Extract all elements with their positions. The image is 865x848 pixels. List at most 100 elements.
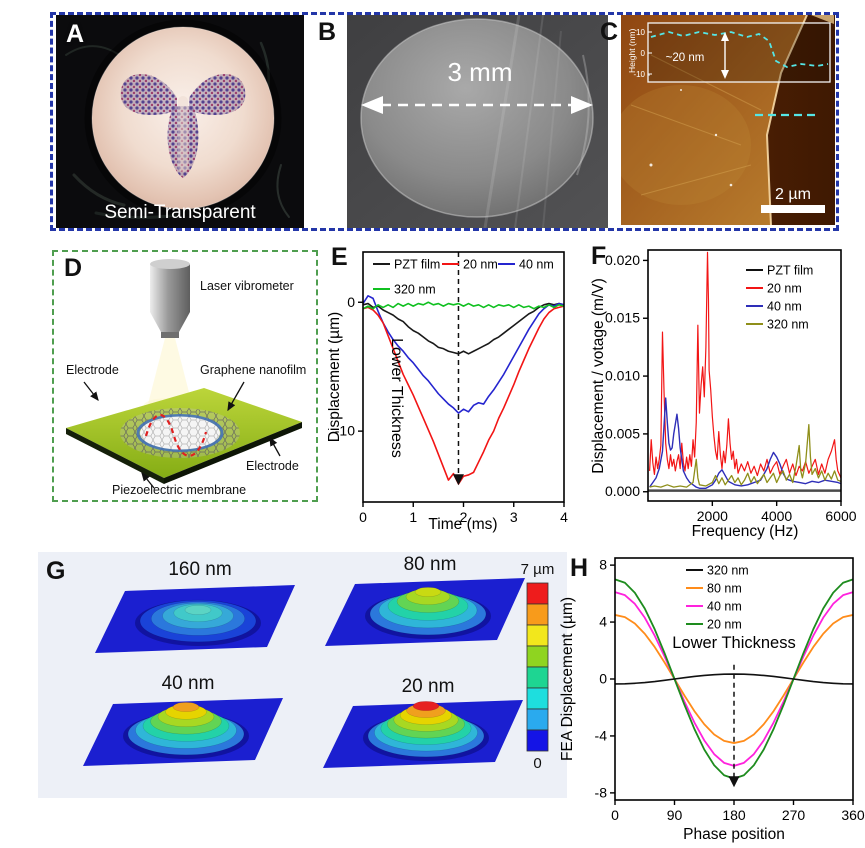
panel-d-schematic: Laser vibrometer Electrode Graphene nano…	[66, 259, 306, 497]
panel-h-chart: 0 90 180 270 360 8 4 0 -4 -8 Phase position FEA Dis…	[559, 557, 865, 843]
svg-text:0: 0	[641, 49, 646, 58]
colorbar-segment	[526, 624, 549, 647]
flake-edge	[765, 15, 808, 225]
series-20-nm	[362, 305, 565, 485]
y-tick-label: -8	[595, 784, 608, 800]
legend-label: 20 nm	[767, 282, 802, 296]
diameter-label: 3 mm	[448, 57, 513, 87]
colorbar-segment	[526, 645, 549, 668]
surface-title: 20 nm	[402, 676, 455, 697]
x-tick-label: 2000	[697, 508, 728, 524]
panel-a-photo: Semi-Transparent	[56, 15, 304, 228]
fea-surface-40-nm	[83, 698, 283, 766]
fea-surface-20-nm	[323, 700, 523, 768]
laser-vibrometer-label: Laser vibrometer	[200, 279, 294, 293]
sem-membrane-circle	[360, 18, 594, 218]
electrode-left-label: Electrode	[66, 363, 119, 377]
x-tick-label: 90	[667, 807, 683, 823]
graphene-nanofilm-mesh	[120, 408, 240, 458]
legend-label: 40 nm	[767, 300, 802, 314]
series-40-nm	[362, 295, 565, 414]
inset-tickmarks	[648, 31, 652, 75]
x-tick-label: 270	[782, 807, 806, 823]
y-tick-label: 0.000	[605, 483, 640, 499]
legend-label: 40 nm	[519, 258, 554, 272]
colorbar-segment	[526, 729, 549, 752]
legend-label: 320 nm	[767, 318, 809, 332]
semi-transparent-caption: Semi-Transparent	[104, 202, 256, 223]
annotation: Lower Thickness	[672, 634, 796, 652]
arrow-head	[452, 474, 464, 486]
inset-yticks: 10 0 -10	[633, 28, 645, 79]
panel-d-box: Laser vibrometer Electrode Graphene nano…	[52, 250, 318, 502]
x-tick-label: 3	[510, 509, 518, 525]
surface-title: 40 nm	[162, 673, 215, 694]
series-320-nm	[649, 424, 842, 488]
vibration-wave	[144, 414, 208, 457]
corner-flake	[811, 15, 834, 24]
y-tick-label: 0.020	[605, 252, 640, 268]
y-axis-label: FEA Displacement (µm)	[559, 597, 576, 761]
legend-label: 20 nm	[463, 258, 498, 272]
y-tick-label: 0	[347, 294, 355, 310]
x-axis-label: Time (ms)	[428, 516, 497, 533]
legend-label: PZT film	[394, 258, 440, 272]
series-80-nm	[614, 614, 854, 744]
colorbar-segment	[526, 687, 549, 710]
panel-h-label: H	[570, 554, 589, 582]
x-tick-label: 1	[409, 509, 417, 525]
series-pzt-film	[362, 302, 565, 355]
scale-bar-label: 2 µm	[775, 186, 811, 203]
y-tick-label: 0	[599, 671, 607, 687]
colorbar-max-label: 7 µm	[521, 561, 555, 578]
series-320-nm	[362, 301, 565, 310]
y-tick-label: 0.015	[605, 310, 640, 326]
graphene-flake	[621, 15, 807, 225]
y-tick-label: 8	[599, 557, 607, 573]
fea-surface-160-nm	[95, 585, 295, 653]
y-tick-label: 0.005	[605, 425, 640, 441]
x-tick-label: 2	[460, 509, 468, 525]
piezoelectric-membrane-label: Piezoelectric membrane	[112, 483, 246, 496]
step-height-label: ~20 nm	[666, 52, 705, 64]
panel-e-chart: 0 1 2 3 4 0 -10 Time (ms) Displacement (µm) PZT f…	[328, 251, 568, 533]
legend-label: 320 nm	[707, 564, 749, 578]
colorbar-segment	[526, 582, 549, 605]
panel-c-afm: Height (nm) 10 0 -10 ~20 nm 2 µm	[621, 15, 835, 225]
x-tick-label: 0	[611, 807, 619, 823]
membrane-shadow-ring	[84, 19, 282, 217]
y-axis-label: Displacement / votage (m/V)	[590, 278, 607, 474]
legend-label: 40 nm	[707, 600, 742, 614]
panel-d-label: D	[64, 254, 83, 282]
graphene-nanofilm-label: Graphene nanofilm	[200, 363, 306, 377]
annotation-arrows	[83, 381, 281, 489]
surface-title: 160 nm	[168, 559, 231, 580]
panel-f-chart: 2000 4000 6000 0.000 0.005 0.010 0.015 0.020 Fre…	[590, 249, 857, 540]
sem-streaks	[483, 15, 590, 228]
step-height-arrow	[721, 32, 729, 79]
x-tick-label: 6000	[825, 508, 856, 524]
y-tick-label: -4	[595, 727, 608, 743]
legend-label: 320 nm	[394, 283, 436, 297]
arrow-head	[728, 776, 740, 788]
panel-g-surfaces: 160 nm 80 nm 40 nm 20 nm 7 µm 0	[83, 554, 555, 772]
annotation: Lower Thickness	[388, 338, 405, 458]
scale-bar	[761, 205, 825, 213]
panel-g-label: G	[46, 557, 66, 585]
fea-surface-80-nm	[325, 578, 525, 646]
colorbar-min-label: 0	[533, 755, 541, 772]
panel-a-label: A	[66, 20, 85, 48]
svg-text:10: 10	[636, 28, 645, 37]
butterfly-pattern	[120, 73, 246, 178]
legend-label: 20 nm	[707, 618, 742, 632]
x-axis-label: Phase position	[683, 826, 785, 843]
surface-title: 80 nm	[404, 554, 457, 575]
legend-label: 80 nm	[707, 582, 742, 596]
svg-text:-10: -10	[633, 70, 645, 79]
x-axis-label: Frequency (Hz)	[692, 523, 799, 540]
colorbar-segment	[526, 603, 549, 626]
colorbar-segment	[526, 708, 549, 731]
electrode-right-label: Electrode	[246, 459, 299, 473]
series-20-nm	[649, 251, 842, 479]
